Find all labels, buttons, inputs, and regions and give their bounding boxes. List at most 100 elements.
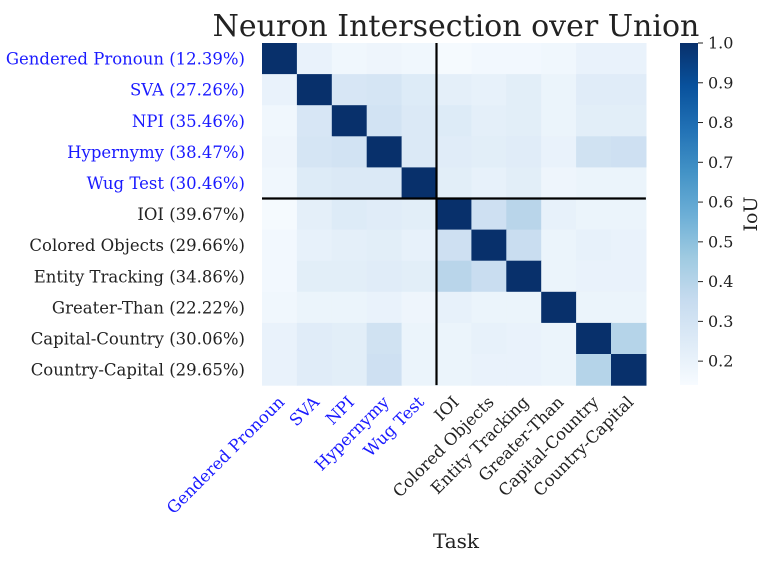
- heatmap-cell: [296, 291, 333, 324]
- heatmap-cell: [262, 136, 298, 168]
- heatmap-cell: [506, 260, 542, 293]
- heatmap-cell: [366, 291, 403, 324]
- colorbar-tick-label: 0.6: [708, 193, 733, 212]
- row-label: Gendered Pronoun (12.39%): [6, 50, 245, 69]
- colorbar-tick-label: 0.3: [708, 312, 733, 331]
- heatmap-cell: [296, 136, 333, 168]
- heatmap-cell: [611, 74, 647, 106]
- row-label: Hypernymy (38.47%): [67, 143, 245, 162]
- heatmap-cell: [331, 43, 368, 75]
- heatmap-cell: [541, 291, 577, 324]
- heatmap-cell: [401, 198, 438, 231]
- heatmap-cell: [506, 229, 542, 262]
- heatmap-cell: [471, 291, 507, 324]
- heatmap-cell: [262, 43, 298, 75]
- heatmap-cell: [436, 43, 472, 75]
- heatmap-cell: [401, 354, 438, 386]
- heatmap-cell: [471, 105, 507, 137]
- heatmap-cell: [262, 229, 298, 262]
- colorbar: 1.0 0.9 0.8 0.7 0.6 0.5 0.4 0.3 0.2: [680, 34, 733, 385]
- heatmap-cell: [471, 229, 507, 262]
- heatmap-cell: [262, 291, 298, 324]
- heatmap-cell: [401, 136, 438, 168]
- heatmap-cell: [331, 74, 368, 106]
- heatmap-cell: [436, 74, 472, 106]
- heatmap-cell: [262, 322, 298, 355]
- heatmap-cell: [541, 322, 577, 355]
- colorbar-gradient: [680, 43, 698, 385]
- colorbar-tick-label: 0.8: [708, 113, 733, 132]
- heatmap-cell: [541, 198, 577, 231]
- row-label: NPI (35.46%): [132, 112, 245, 131]
- heatmap-cell: [296, 260, 333, 293]
- heatmap-cell: [471, 167, 507, 200]
- heatmap-cell: [262, 198, 298, 231]
- heatmap-cell: [262, 354, 298, 386]
- column-label: SVA: [286, 392, 324, 430]
- heatmap-cell: [436, 260, 472, 293]
- heatmap-cell: [541, 74, 577, 106]
- colorbar-tick-label: 0.5: [708, 232, 733, 251]
- heatmap-cell: [541, 43, 577, 75]
- heatmap-cell: [436, 167, 472, 200]
- heatmap-cell: [401, 322, 438, 355]
- heatmap-cell: [296, 198, 333, 231]
- heatmap-cell: [611, 167, 647, 200]
- heatmap-cell: [541, 260, 577, 293]
- heatmap-cell: [611, 291, 647, 324]
- heatmap-cell: [506, 198, 542, 231]
- x-axis-label: Task: [433, 529, 480, 553]
- heatmap-cell: [611, 354, 647, 386]
- heatmap-cell: [576, 105, 612, 137]
- heatmap-cell: [541, 105, 577, 137]
- heatmap-cell: [262, 105, 298, 137]
- heatmap-cell: [471, 260, 507, 293]
- heatmap-cell: [366, 74, 403, 106]
- row-label: Capital-Country (30.06%): [31, 329, 245, 348]
- heatmap-cell: [331, 229, 368, 262]
- row-label: IOI (39.67%): [137, 205, 245, 224]
- heatmap-cell: [366, 260, 403, 293]
- heatmap-cell: [331, 291, 368, 324]
- heatmap-cell: [331, 198, 368, 231]
- heatmap-cell: [366, 136, 403, 168]
- heatmap-cell: [576, 354, 612, 386]
- row-label: Entity Tracking (34.86%): [34, 267, 245, 286]
- heatmap-cell: [366, 198, 403, 231]
- heatmap-cell: [471, 136, 507, 168]
- heatmap-cell: [611, 229, 647, 262]
- heatmap-cell: [576, 229, 612, 262]
- row-label: Greater-Than (22.22%): [52, 298, 245, 317]
- heatmap-cell: [506, 74, 542, 106]
- heatmap-cell: [471, 74, 507, 106]
- heatmap-cell: [576, 43, 612, 75]
- heatmap-cell: [436, 322, 472, 355]
- heatmap-cell: [611, 322, 647, 355]
- heatmap-cell: [541, 167, 577, 200]
- heatmap-cell: [471, 322, 507, 355]
- heatmap-cell: [576, 74, 612, 106]
- heatmap-cell: [401, 260, 438, 293]
- heatmap-cell: [576, 291, 612, 324]
- heatmap-cell: [436, 291, 472, 324]
- colorbar-tick-label: 0.4: [708, 272, 733, 291]
- heatmap-cells: [262, 43, 647, 386]
- heatmap-cell: [401, 229, 438, 262]
- heatmap-cell: [296, 167, 333, 200]
- heatmap-cell: [436, 198, 472, 231]
- heatmap-cell: [576, 136, 612, 168]
- heatmap-cell: [611, 198, 647, 231]
- heatmap-cell: [331, 136, 368, 168]
- heatmap-cell: [296, 322, 333, 355]
- heatmap-cell: [506, 322, 542, 355]
- heatmap-cell: [436, 136, 472, 168]
- heatmap-cell: [611, 260, 647, 293]
- heatmap-cell: [506, 136, 542, 168]
- heatmap-cell: [541, 136, 577, 168]
- heatmap-cell: [401, 105, 438, 137]
- heatmap-cell: [331, 354, 368, 386]
- heatmap-cell: [401, 74, 438, 106]
- heatmap-cell: [541, 354, 577, 386]
